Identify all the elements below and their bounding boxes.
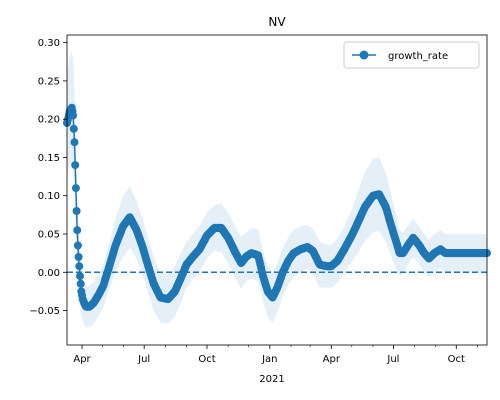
y-tick-label: 0.00 (38, 268, 60, 279)
data-point (75, 262, 84, 271)
data-point (76, 272, 84, 281)
data-point (71, 161, 80, 170)
y-axis: −0.05 0.00 0.05 0.10 0.15 0.20 0.25 0.30 (29, 38, 67, 317)
chart-title: NV (268, 15, 286, 29)
data-point (73, 226, 82, 235)
x-tick-label: Oct (448, 354, 465, 365)
plot-area (63, 34, 491, 346)
y-tick-label: 0.25 (38, 76, 60, 87)
x-tick-label: Jul (386, 354, 399, 365)
y-tick-label: 0.15 (38, 153, 60, 164)
legend-box (343, 41, 480, 69)
legend-label: growth_rate (388, 51, 448, 62)
data-point (69, 111, 78, 120)
legend: growth_rate (343, 41, 480, 69)
y-tick-label: 0.10 (38, 191, 60, 202)
x-tick-label: Jan (261, 354, 277, 365)
x-year-label: 2021 (259, 374, 284, 385)
data-point (69, 124, 78, 133)
y-tick-label: −0.05 (29, 306, 60, 317)
y-tick-label: 0.30 (38, 38, 60, 49)
x-tick-label: Apr (323, 354, 341, 365)
plot-frame (66, 34, 488, 346)
y-tick-label: 0.05 (38, 230, 60, 241)
data-point (71, 184, 80, 193)
y-tick-label: 0.20 (38, 115, 60, 126)
x-axis: Apr Jul Oct Jan Apr Jul Oct (73, 345, 478, 365)
series-marker-layer (63, 103, 491, 311)
x-tick-label: Oct (198, 354, 215, 365)
data-point (76, 279, 85, 288)
x-tick-label: Jul (137, 354, 150, 365)
data-point (70, 138, 79, 147)
x-tick-label: Apr (73, 354, 91, 365)
legend-marker-swatch (359, 50, 369, 60)
data-point (74, 253, 83, 261)
data-point (72, 207, 81, 215)
data-point (73, 241, 82, 250)
